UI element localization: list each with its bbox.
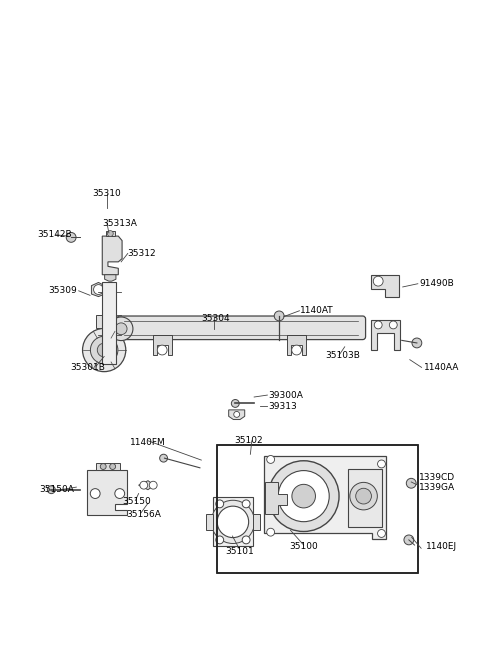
Polygon shape	[139, 481, 154, 490]
Circle shape	[97, 343, 111, 357]
Circle shape	[242, 536, 250, 544]
Circle shape	[217, 506, 249, 538]
Circle shape	[242, 500, 250, 508]
Circle shape	[83, 328, 126, 371]
Circle shape	[278, 470, 329, 521]
Circle shape	[216, 500, 224, 508]
Circle shape	[292, 484, 315, 508]
Circle shape	[292, 345, 301, 355]
Text: 35156A: 35156A	[126, 510, 161, 519]
Text: 1140FM: 1140FM	[130, 438, 166, 447]
Circle shape	[109, 317, 133, 341]
Circle shape	[115, 323, 127, 335]
Circle shape	[90, 336, 118, 364]
Circle shape	[90, 489, 100, 498]
Polygon shape	[153, 335, 172, 354]
Circle shape	[48, 486, 55, 494]
Polygon shape	[287, 335, 306, 354]
Circle shape	[108, 231, 113, 236]
Circle shape	[268, 460, 339, 531]
FancyBboxPatch shape	[117, 316, 366, 339]
Circle shape	[66, 233, 76, 242]
Bar	[253, 514, 260, 530]
Text: 35100: 35100	[289, 542, 318, 551]
Circle shape	[160, 454, 168, 462]
Circle shape	[216, 536, 224, 544]
Polygon shape	[371, 274, 399, 297]
Polygon shape	[371, 320, 400, 350]
Polygon shape	[102, 236, 122, 274]
Text: 1140EJ: 1140EJ	[426, 542, 457, 551]
Text: 35102: 35102	[234, 436, 263, 445]
Circle shape	[94, 285, 103, 295]
Circle shape	[217, 506, 249, 538]
Circle shape	[211, 500, 254, 544]
Text: 39300A: 39300A	[268, 390, 303, 400]
Text: 35301B: 35301B	[71, 363, 106, 372]
Circle shape	[157, 345, 167, 355]
Circle shape	[100, 464, 106, 470]
Bar	[205, 514, 213, 530]
Text: 35103B: 35103B	[325, 350, 360, 360]
Text: 35304: 35304	[201, 314, 230, 323]
Text: 35142B: 35142B	[37, 231, 72, 239]
Circle shape	[373, 276, 383, 286]
Polygon shape	[348, 469, 382, 527]
Circle shape	[378, 529, 385, 537]
Polygon shape	[213, 497, 253, 546]
Polygon shape	[91, 282, 105, 297]
Text: 91490B: 91490B	[419, 279, 454, 288]
Circle shape	[350, 482, 377, 510]
Polygon shape	[102, 282, 116, 364]
Circle shape	[115, 489, 125, 498]
Bar	[217, 445, 418, 573]
Circle shape	[389, 321, 397, 329]
Circle shape	[356, 488, 372, 504]
Circle shape	[267, 455, 275, 463]
Text: 39313: 39313	[268, 402, 297, 411]
Circle shape	[110, 464, 116, 470]
Text: 1140AT: 1140AT	[300, 307, 334, 315]
Text: 1140AA: 1140AA	[424, 363, 459, 372]
Circle shape	[274, 311, 284, 321]
Circle shape	[378, 460, 385, 468]
Circle shape	[406, 478, 416, 488]
Text: 35312: 35312	[128, 249, 156, 258]
Circle shape	[404, 535, 414, 545]
Bar	[96, 315, 113, 328]
Circle shape	[267, 528, 275, 536]
Circle shape	[140, 481, 148, 489]
Text: 1339CD: 1339CD	[419, 473, 456, 482]
Polygon shape	[105, 274, 116, 281]
Polygon shape	[228, 410, 245, 420]
Text: 35310: 35310	[93, 189, 121, 198]
Text: 35313A: 35313A	[102, 219, 137, 228]
Circle shape	[412, 338, 422, 348]
Bar	[217, 445, 418, 573]
Text: 35150: 35150	[122, 497, 151, 506]
Polygon shape	[96, 462, 120, 470]
Polygon shape	[264, 457, 386, 538]
Circle shape	[231, 400, 239, 407]
Polygon shape	[87, 470, 127, 515]
Polygon shape	[265, 482, 287, 514]
Text: 35101: 35101	[226, 547, 254, 556]
Text: 1339GA: 1339GA	[419, 483, 456, 492]
Text: 35309: 35309	[48, 286, 77, 295]
Circle shape	[374, 321, 382, 329]
Polygon shape	[106, 231, 115, 236]
Text: 35150A: 35150A	[39, 485, 74, 494]
Circle shape	[149, 481, 157, 489]
Circle shape	[234, 411, 240, 417]
